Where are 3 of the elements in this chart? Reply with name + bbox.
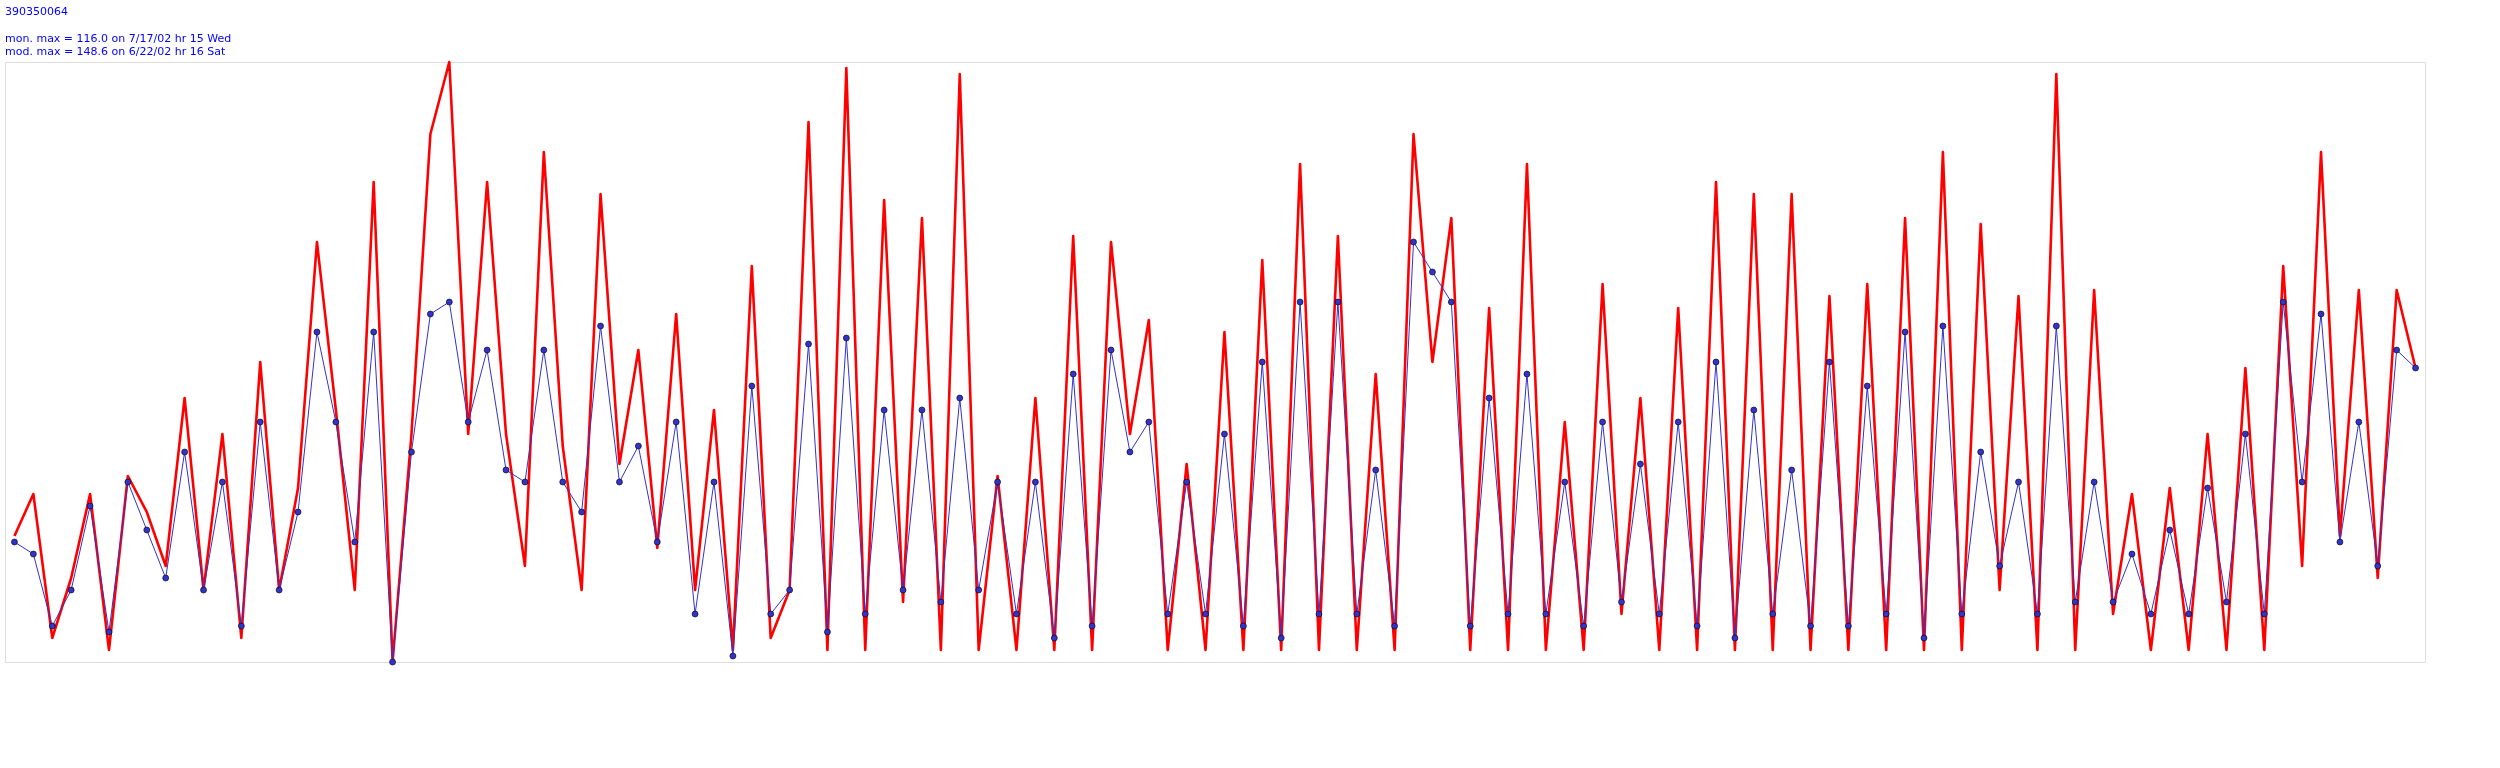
chart-title: 390350064 — [5, 4, 68, 18]
text: mod. max = 148.6 on 6/22/02 hr 16 Sat — [5, 44, 226, 58]
text: mon. max = 116.0 on 7/17/02 hr 15 Wed — [5, 31, 232, 45]
